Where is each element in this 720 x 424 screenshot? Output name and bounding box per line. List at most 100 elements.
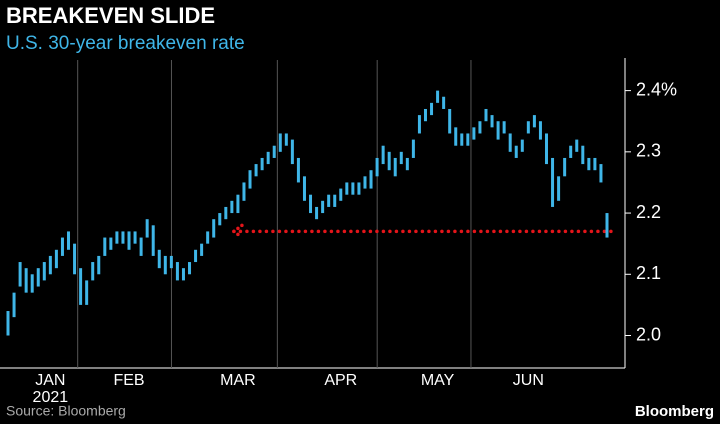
range-bar bbox=[296, 157, 300, 183]
range-bar bbox=[85, 280, 89, 305]
range-bar bbox=[387, 151, 391, 171]
chart-subtitle: U.S. 30-year breakeven rate bbox=[6, 33, 245, 54]
range-bar bbox=[194, 249, 198, 263]
range-bar bbox=[103, 237, 107, 256]
range-bar bbox=[423, 108, 427, 122]
y-tick-label: 2.3 bbox=[636, 141, 661, 161]
range-bar bbox=[369, 170, 373, 189]
range-bar bbox=[200, 243, 204, 256]
range-bar bbox=[6, 311, 10, 336]
year-label: 2021 bbox=[33, 389, 69, 406]
range-bar bbox=[260, 157, 264, 171]
range-bar bbox=[490, 115, 494, 128]
range-bar bbox=[375, 157, 379, 177]
range-bar bbox=[175, 262, 179, 281]
range-bar bbox=[188, 262, 192, 275]
range-bar bbox=[411, 139, 415, 158]
range-bar bbox=[496, 121, 500, 140]
range-bar bbox=[405, 157, 409, 171]
x-tick-label: MAY bbox=[421, 372, 455, 389]
range-bar bbox=[24, 268, 28, 293]
range-bar bbox=[206, 231, 210, 244]
range-bar bbox=[91, 262, 95, 281]
range-bar bbox=[442, 96, 446, 109]
range-bar bbox=[520, 139, 524, 152]
range-bar bbox=[212, 219, 216, 238]
range-bar bbox=[315, 206, 319, 220]
range-bar bbox=[563, 157, 567, 177]
range-bar bbox=[472, 127, 476, 140]
range-bar bbox=[230, 200, 234, 214]
range-bar bbox=[327, 194, 331, 207]
chart-title: BREAKEVEN SLIDE bbox=[6, 3, 215, 28]
range-bar bbox=[575, 139, 579, 152]
range-bar bbox=[163, 255, 167, 275]
range-bar bbox=[399, 151, 403, 165]
range-bar bbox=[569, 145, 573, 158]
range-bar bbox=[79, 268, 83, 305]
range-bar bbox=[351, 182, 355, 195]
range-bar bbox=[514, 145, 518, 158]
range-bar bbox=[278, 133, 282, 152]
range-bar bbox=[309, 194, 313, 214]
range-bar bbox=[581, 145, 585, 165]
range-bar bbox=[593, 157, 597, 171]
range-bar bbox=[48, 255, 52, 275]
range-bar bbox=[557, 176, 561, 201]
x-tick-label: APR bbox=[324, 372, 357, 389]
range-bar bbox=[266, 151, 270, 165]
range-bar bbox=[532, 115, 536, 128]
range-bar bbox=[151, 225, 155, 256]
source: Source: Bloomberg bbox=[6, 403, 126, 419]
range-bar bbox=[599, 164, 603, 183]
range-bar bbox=[42, 262, 46, 281]
range-bar bbox=[60, 237, 64, 256]
range-bar bbox=[54, 249, 58, 269]
range-bar bbox=[345, 182, 349, 195]
range-bar bbox=[321, 200, 325, 214]
range-bar bbox=[605, 213, 609, 238]
range-bar bbox=[109, 237, 113, 250]
range-bar bbox=[133, 231, 137, 244]
y-tick-label: 2.2 bbox=[636, 202, 661, 222]
range-bar bbox=[127, 231, 131, 250]
range-bar bbox=[478, 121, 482, 134]
range-bar bbox=[224, 206, 228, 220]
range-bar bbox=[302, 176, 306, 201]
range-bar bbox=[339, 188, 343, 201]
range-bar bbox=[454, 127, 458, 146]
range-bar bbox=[460, 133, 464, 146]
range-bar bbox=[526, 121, 530, 134]
range-bar bbox=[181, 268, 185, 281]
range-bar bbox=[115, 231, 119, 244]
range-bar bbox=[363, 176, 367, 189]
range-bar bbox=[145, 219, 149, 238]
range-bar bbox=[218, 213, 222, 226]
range-bar bbox=[284, 133, 288, 146]
range-bar bbox=[448, 108, 452, 134]
y-tick-label: 2.0 bbox=[636, 324, 661, 344]
range-bar bbox=[436, 90, 440, 103]
range-bar bbox=[121, 231, 125, 244]
y-tick-label: 2.4% bbox=[636, 79, 677, 99]
range-bar bbox=[417, 115, 421, 134]
x-tick-label: JAN bbox=[35, 372, 65, 389]
range-bar bbox=[502, 121, 506, 134]
range-bar bbox=[430, 102, 434, 116]
x-tick-label: JUN bbox=[513, 372, 544, 389]
range-bar bbox=[538, 121, 542, 140]
range-bar bbox=[36, 268, 40, 287]
range-bar bbox=[333, 194, 337, 207]
range-bar bbox=[18, 262, 22, 287]
range-bar bbox=[73, 243, 77, 275]
range-bar bbox=[551, 157, 555, 207]
range-bar bbox=[236, 194, 240, 214]
range-bar bbox=[157, 249, 161, 269]
range-bar bbox=[466, 133, 470, 146]
range-bar bbox=[393, 157, 397, 177]
range-bar bbox=[357, 182, 361, 195]
y-tick-label: 2.1 bbox=[636, 263, 661, 283]
range-bar bbox=[242, 182, 246, 201]
